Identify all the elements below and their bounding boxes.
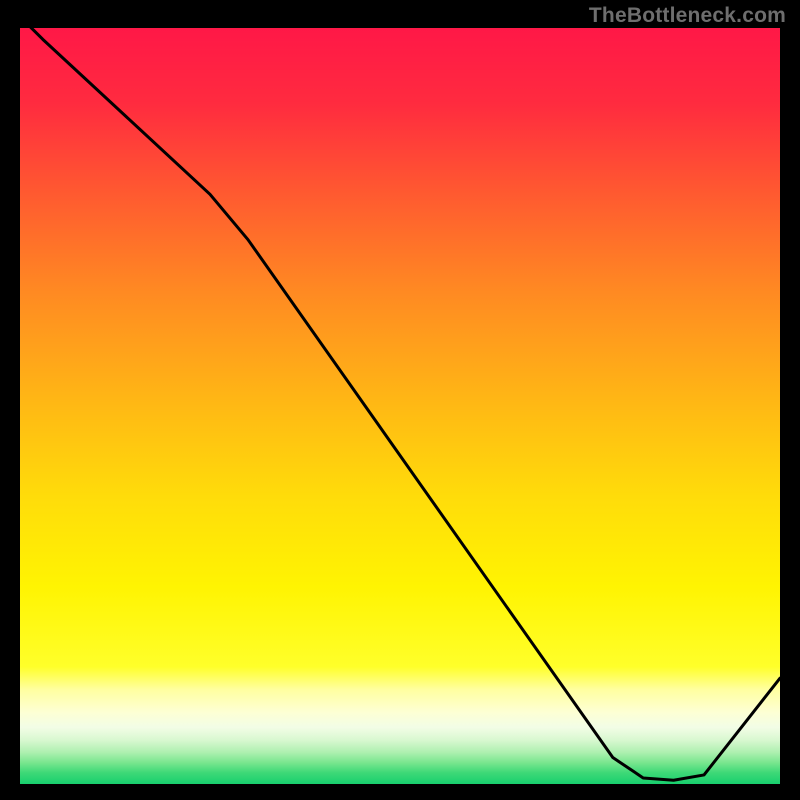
gradient-background xyxy=(20,28,780,784)
watermark-text: TheBottleneck.com xyxy=(589,4,786,28)
chart-root: TheBottleneck.com xyxy=(0,0,800,800)
plot-area xyxy=(20,28,780,784)
